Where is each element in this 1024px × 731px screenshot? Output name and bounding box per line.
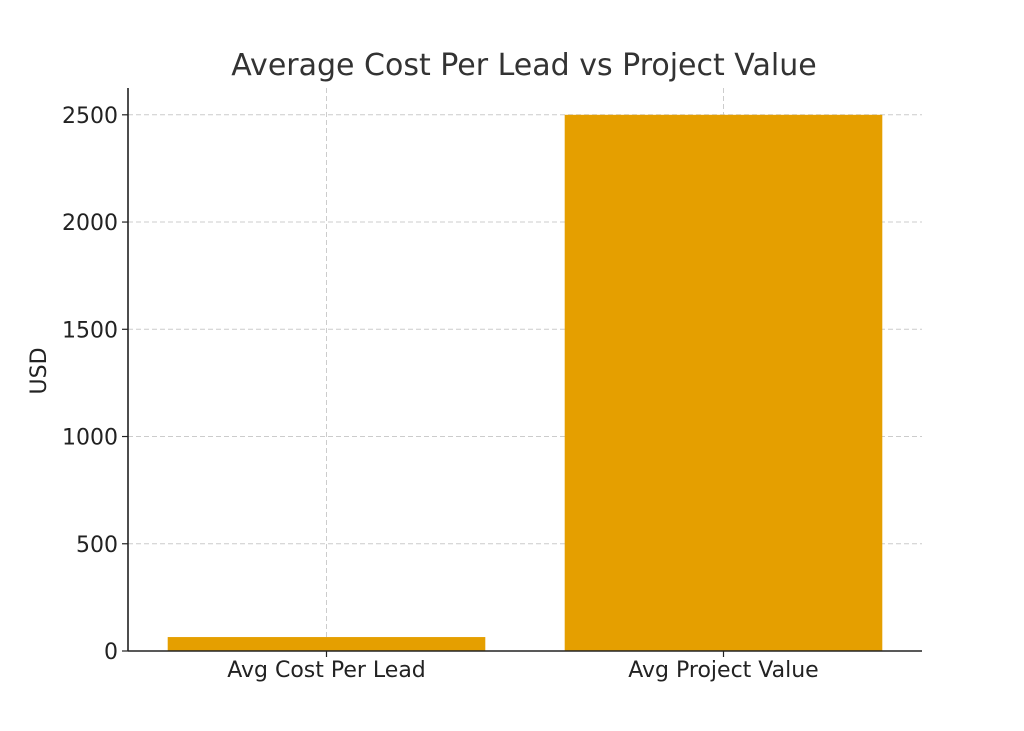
chart-title: Average Cost Per Lead vs Project Value <box>231 48 816 83</box>
y-tick-label-1: 500 <box>76 533 118 558</box>
bar-1 <box>564 114 883 652</box>
y-tick-label-4: 2000 <box>62 211 118 236</box>
axes <box>127 88 922 652</box>
y-tick-label-3: 1500 <box>62 318 118 343</box>
bar-0 <box>167 637 486 651</box>
y-tick-label-5: 2500 <box>62 104 118 129</box>
ticks: 0 500 1000 1500 2000 2500 Avg Cost Per Lead Avg… <box>62 104 819 683</box>
y-axis-label: USD <box>27 347 52 394</box>
x-tick-label-0: Avg Cost Per Lead <box>227 658 426 683</box>
y-tick-label-0: 0 <box>104 640 118 665</box>
bars <box>167 114 883 652</box>
x-tick-label-1: Avg Project Value <box>628 658 818 683</box>
y-tick-label-2: 1000 <box>62 426 118 451</box>
